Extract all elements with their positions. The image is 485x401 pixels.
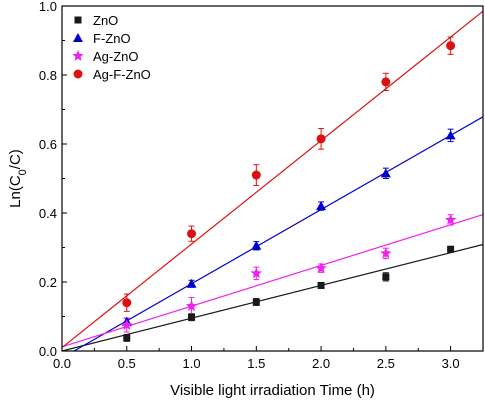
fit-lines [61, 10, 484, 352]
data-point-3 [446, 41, 456, 51]
data-point-2 [250, 267, 263, 279]
data-point-2 [121, 319, 133, 330]
data-point-2 [444, 213, 457, 225]
fit-line-0 [61, 243, 484, 352]
x-tick-label: 0.0 [53, 356, 71, 371]
data-point-3 [122, 298, 132, 308]
data-point-3 [381, 77, 391, 87]
data-point-1 [186, 278, 197, 288]
y-tick-label: 1.0 [39, 0, 57, 14]
tick-labels: 0.0 0.5 1.0 1.5 2.0 2.5 3.0 0.0 0.2 0.4 0.6 0.8 1.0 [39, 0, 460, 371]
axis-ticks [61, 5, 452, 352]
legend-label-2: Ag-ZnO [93, 49, 139, 64]
y-tick-label: 0.8 [39, 68, 57, 83]
data-point-2 [315, 262, 327, 274]
data-point-0 [252, 298, 260, 306]
data-point-0 [447, 245, 455, 253]
fit-line-1 [73, 116, 484, 352]
fit-line-3 [61, 10, 484, 349]
legend-marker-3 [73, 69, 83, 79]
data-point-3 [187, 229, 197, 239]
data-point-3 [316, 134, 326, 144]
data-points [121, 41, 457, 342]
data-point-3 [251, 170, 261, 180]
data-point-0 [317, 281, 325, 289]
x-axis-label: Visible light irradiation Time (h) [170, 382, 375, 399]
x-tick-label: 3.0 [442, 356, 460, 371]
data-point-2 [185, 300, 198, 311]
data-point-1 [251, 240, 262, 250]
x-tick-label: 2.5 [377, 356, 395, 371]
legend-label-1: F-ZnO [93, 31, 131, 46]
data-point-1 [380, 168, 391, 178]
legend-marker-2 [72, 50, 84, 61]
x-tick-label: 0.5 [118, 356, 136, 371]
x-tick-label: 2.0 [312, 356, 330, 371]
data-point-0 [382, 273, 390, 281]
legend-label-0: ZnO [93, 13, 118, 28]
y-tick-label: 0.4 [39, 206, 57, 221]
data-point-0 [188, 313, 196, 321]
legend-label-3: Ag-F-ZnO [93, 67, 151, 82]
data-point-1 [445, 130, 456, 140]
y-tick-label: 0.0 [39, 344, 57, 359]
fit-line-2 [61, 213, 484, 348]
legend-marker-1 [73, 33, 83, 42]
x-tick-label: 1.5 [247, 356, 265, 371]
y-tick-label: 0.6 [39, 137, 57, 152]
x-tick-label: 1.0 [182, 356, 200, 371]
data-point-0 [123, 334, 131, 342]
error-bars [123, 36, 454, 342]
legend: ZnO F-ZnO Ag-ZnO Ag-F-ZnO [72, 13, 151, 82]
y-tick-label: 0.2 [39, 275, 57, 290]
legend-marker-0 [74, 16, 82, 24]
y-axis-label: Ln(C0/C) [7, 149, 29, 208]
data-point-1 [316, 201, 327, 211]
data-point-2 [380, 247, 392, 259]
